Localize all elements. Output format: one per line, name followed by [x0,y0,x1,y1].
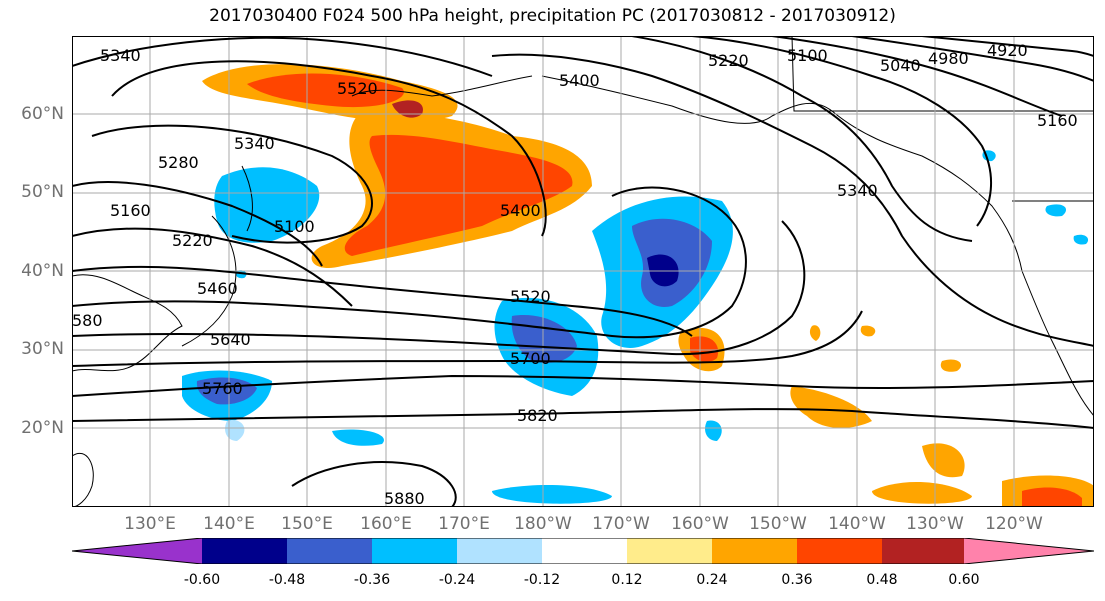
contour-label: 5520 [337,79,378,98]
contour-label: 4920 [987,41,1028,60]
height-contours [72,36,1094,507]
contour-label: 5340 [100,46,141,65]
lon-label: 180°W [514,514,572,534]
lon-label: 170°W [592,514,650,534]
colorbar-tick: 0.60 [948,572,980,588]
colorbar-tick: -0.24 [438,572,476,588]
colorbar-tick: 0.24 [696,572,728,588]
colorbar-swatch [712,538,797,564]
contour-label: 5520 [510,287,551,306]
colorbar-tick: -0.60 [183,572,221,588]
contour-label: 5220 [708,51,749,70]
colorbar-tick: 0.36 [781,572,813,588]
contour-label: 5280 [158,153,199,172]
colorbar-swatch [797,538,882,564]
lat-label-30n: 30°N [21,339,64,359]
colorbar-tick: 0.48 [866,572,898,588]
contour-label: 580 [72,311,103,330]
contour-label: 5400 [500,201,541,220]
colorbar [72,538,1094,564]
colorbar-extend-low [72,538,202,564]
lon-label: 130°E [124,514,176,534]
contour-label-group: 5340 5520 5400 5220 5100 5040 4980 4920 … [72,41,1078,507]
contour-label: 5640 [210,330,251,349]
lat-label-20n: 20°N [21,418,64,438]
contour-label: 5400 [559,71,600,90]
contour-label: 5820 [517,406,558,425]
contour-label: 5340 [234,134,275,153]
contour-label: 5880 [384,489,425,507]
contour-label: 5460 [197,279,238,298]
lon-label: 130°W [906,514,964,534]
precip-positive-shading [202,64,1094,507]
colorbar-swatch [627,538,712,564]
colorbar-swatch [882,538,967,564]
contour-label: 5160 [110,201,151,220]
map-panel: 5340 5520 5400 5220 5100 5040 4980 4920 … [72,36,1094,507]
contour-label: 5100 [787,46,828,65]
lon-label: 160°E [360,514,412,534]
colorbar-extend-high [964,538,1094,564]
contour-label: 5700 [510,349,551,368]
lon-label: 120°W [985,514,1043,534]
contour-label: 5220 [172,231,213,250]
lon-label: 140°W [828,514,886,534]
lat-label-40n: 40°N [21,261,64,281]
colorbar-tick: -0.12 [523,572,561,588]
coastlines [72,36,1094,507]
contour-label: 5100 [274,217,315,236]
map-title: 2017030400 F024 500 hPa height, precipit… [209,6,896,26]
lon-label: 140°E [203,514,255,534]
colorbar-tick: -0.48 [268,572,306,588]
colorbar-tick: -0.36 [353,572,391,588]
colorbar-swatch [202,538,287,564]
contour-label: 5040 [880,56,921,75]
lat-label-50n: 50°N [21,182,64,202]
contour-label: 5160 [1037,111,1078,130]
colorbar-swatch [372,538,457,564]
lon-label: 150°W [749,514,807,534]
contour-label: 5340 [837,181,878,200]
lat-label-60n: 60°N [21,104,64,124]
colorbar-swatch [457,538,542,564]
lon-label: 150°E [281,514,333,534]
colorbar-swatch [287,538,372,564]
precip-negative-shading [182,150,1089,504]
contour-label: 5760 [202,379,243,398]
contour-label: 4980 [928,49,969,68]
lon-label: 160°W [671,514,729,534]
colorbar-swatch [542,538,627,564]
lon-label: 170°E [438,514,490,534]
colorbar-tick: 0.12 [611,572,643,588]
